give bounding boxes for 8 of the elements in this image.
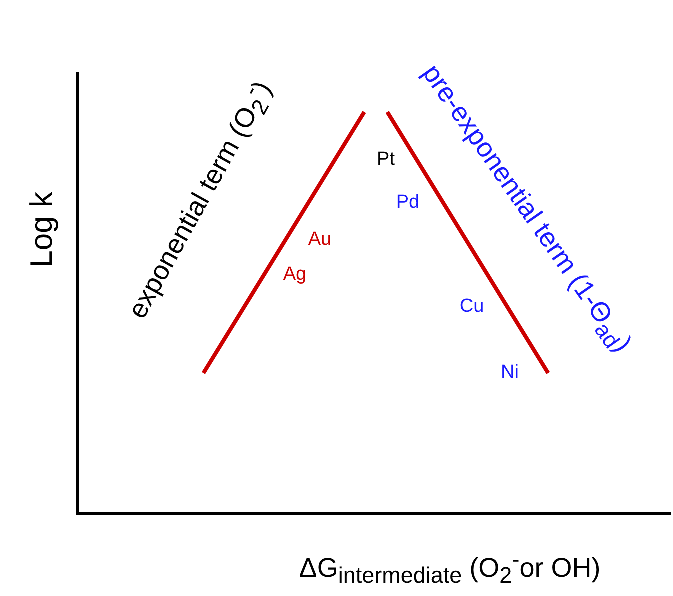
annotation: Au xyxy=(308,229,332,251)
x-axis-title: ΔG$_{intermediate}$ (O$_{2}$$^{-}$or OH) xyxy=(299,546,601,590)
annotation: Pt xyxy=(377,149,395,171)
annotation: Ni xyxy=(501,362,519,384)
annotation: Cu xyxy=(460,296,484,318)
y-axis-title: Log k xyxy=(24,192,60,268)
annotation: Ag xyxy=(283,264,307,286)
annotation: Pd xyxy=(396,192,420,213)
